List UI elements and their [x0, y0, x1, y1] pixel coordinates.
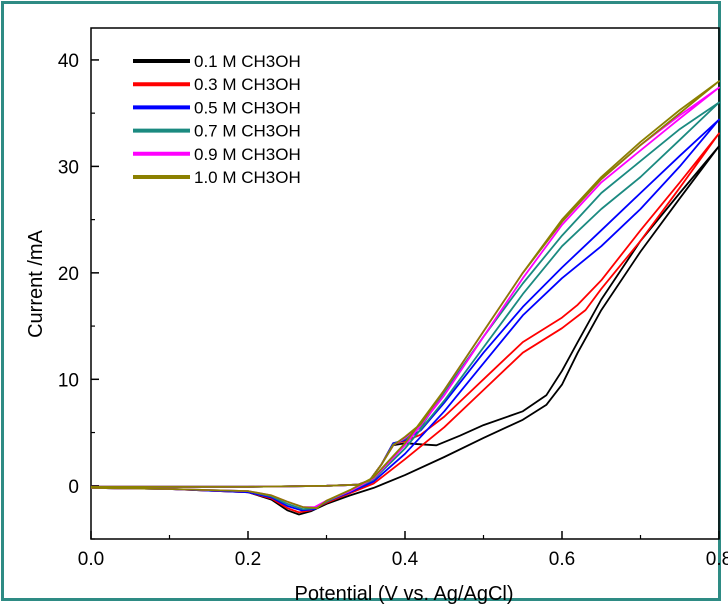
y-tick-label-3: 30: [58, 157, 79, 178]
y-tick-label-0: 0: [68, 477, 79, 498]
y-tick-label-2: 20: [58, 264, 79, 285]
legend: 0.1 M CH3OH 0.3 M CH3OH 0.5 M CH3OH 0.7 M C…: [133, 52, 301, 187]
y-tick-label-1: 10: [58, 370, 79, 391]
legend-label-4: 0.9 M CH3OH: [194, 145, 301, 164]
legend-label-2: 0.5 M CH3OH: [194, 98, 301, 117]
x-tick-label-0: 0.0: [78, 549, 104, 570]
x-tick-label-3: 0.6: [549, 549, 575, 570]
y-axis-title: Current /mA: [25, 229, 47, 337]
x-tick-label-1: 0.2: [235, 549, 261, 570]
x-tick-label-4: 0.8: [706, 549, 728, 570]
y-tick-label-4: 40: [58, 51, 79, 72]
legend-label-1: 0.3 M CH3OH: [194, 75, 301, 94]
legend-label-0: 0.1 M CH3OH: [194, 52, 301, 71]
plot-area: [90, 27, 720, 540]
legend-label-5: 1.0 M CH3OH: [194, 168, 301, 187]
legend-label-3: 0.7 M CH3OH: [194, 122, 301, 141]
x-tick-label-2: 0.4: [392, 549, 419, 570]
series-curves: [90, 80, 720, 516]
x-axis-title: Potential (V vs. Ag/AgCl): [295, 583, 514, 605]
axis-ticks: 0.0 0.2 0.4 0.6 0.8 0 10 20 30 40: [58, 51, 728, 570]
series-line-5: [90, 80, 720, 509]
